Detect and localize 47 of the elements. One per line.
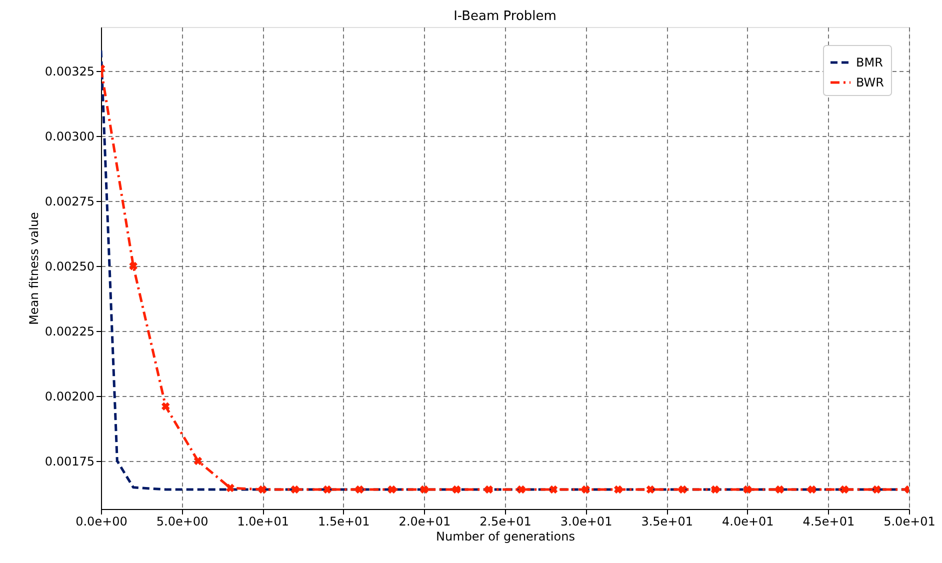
x-tick-label: 5.0e+01 xyxy=(884,514,936,528)
point xyxy=(290,485,300,494)
y-tick-label: 0.00250 xyxy=(44,260,94,274)
x-tick-label: 1.0e+01 xyxy=(237,514,289,528)
point xyxy=(162,402,170,411)
x-tick-label: 0.0e+00 xyxy=(76,514,128,528)
x-tick-label: 5.0e+00 xyxy=(156,514,208,528)
point xyxy=(420,485,428,494)
chart-title: I-Beam Problem xyxy=(454,9,556,24)
y-tick-label: 0.00175 xyxy=(44,454,94,468)
point xyxy=(743,485,752,494)
point xyxy=(517,485,526,494)
point xyxy=(388,485,396,494)
point xyxy=(355,485,364,494)
x-tick-label: 2.0e+01 xyxy=(398,514,451,528)
x-tick-label: 3.5e+01 xyxy=(641,514,693,528)
point xyxy=(840,485,848,494)
point xyxy=(258,485,267,494)
y-tick-label: 0.00225 xyxy=(44,324,94,339)
x-tick-label: 1.5e+01 xyxy=(318,514,370,528)
point xyxy=(646,485,655,494)
point xyxy=(776,485,784,494)
legend-label: BMR xyxy=(856,56,883,70)
y-tick-label: 0.00325 xyxy=(44,64,94,79)
point xyxy=(484,485,493,494)
point xyxy=(129,262,138,270)
x-axis-title: Number of generations xyxy=(436,530,575,544)
point xyxy=(582,485,590,494)
y-tick-label: 0.00200 xyxy=(44,389,94,404)
point xyxy=(323,485,332,494)
point xyxy=(226,484,234,492)
point xyxy=(872,485,881,494)
x-tick-label: 3.0e+01 xyxy=(560,514,612,528)
point xyxy=(808,485,816,494)
point xyxy=(452,485,461,494)
point xyxy=(194,456,202,466)
point xyxy=(549,485,558,494)
y-tick-label: 0.00300 xyxy=(44,130,94,144)
y-axis-title: Mean fitness value xyxy=(26,212,41,325)
point xyxy=(614,485,622,494)
y-tick-label: 0.00275 xyxy=(44,194,94,209)
x-tick-label: 2.5e+01 xyxy=(480,514,532,528)
point xyxy=(710,485,720,494)
legend-label: BWR xyxy=(856,76,884,90)
x-tick-label: 4.5e+01 xyxy=(802,514,855,528)
x-tick-label: 4.0e+01 xyxy=(722,514,774,528)
point xyxy=(678,485,687,494)
